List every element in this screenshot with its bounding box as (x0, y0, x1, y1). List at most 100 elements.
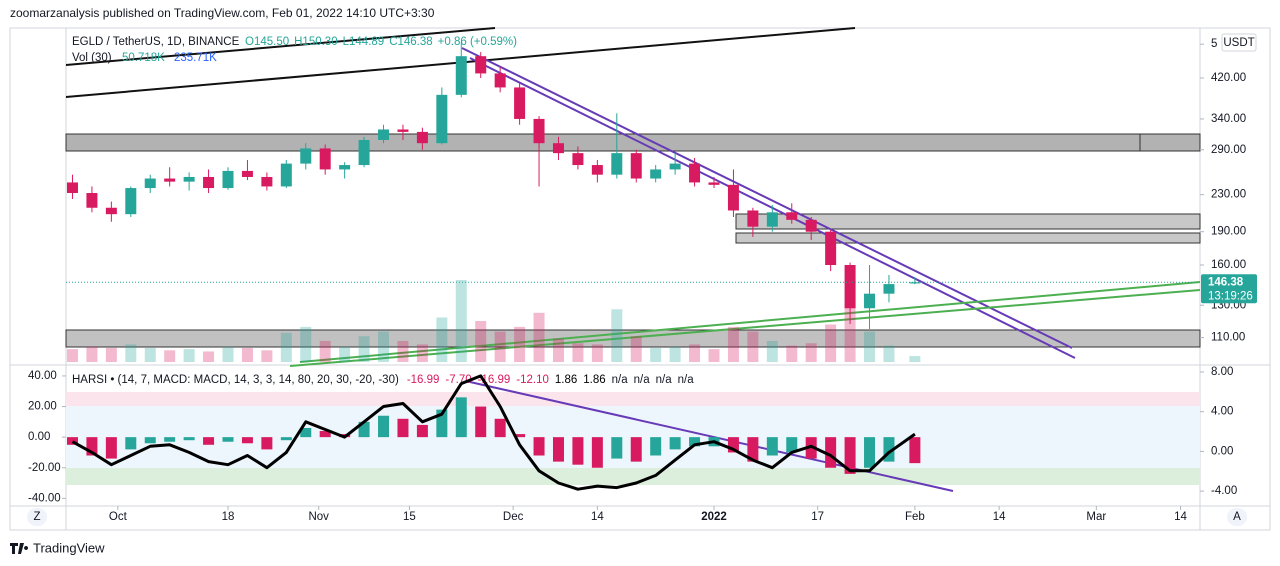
volume-value: 50.718K (122, 52, 165, 64)
currency[interactable]: USDT (1223, 37, 1254, 49)
candle-body (591, 165, 603, 175)
footer: TradingView (33, 540, 105, 555)
button-label[interactable]: A (1233, 511, 1241, 523)
candle-body (689, 163, 701, 183)
oscillator-bar (280, 437, 292, 441)
oscillator-value: 1.86 (583, 374, 605, 386)
y-tick-label: 190.00 (1211, 226, 1246, 238)
x-tick-label: Mar (1086, 511, 1106, 523)
x-tick-label: 14 (993, 511, 1006, 523)
candle-body (669, 163, 681, 170)
volume-bar (300, 326, 312, 362)
oscillator-value: n/a (656, 374, 673, 386)
trendline (469, 381, 954, 492)
oscillator-bar (66, 437, 78, 445)
candle-body (650, 169, 662, 179)
volume-bar (708, 349, 720, 362)
oscillator-bar (533, 437, 545, 456)
last-price-badge (1201, 274, 1257, 304)
button[interactable] (1227, 508, 1247, 526)
candle-body (378, 129, 390, 140)
candle-body (397, 129, 409, 132)
oscillator-line (71, 374, 916, 491)
volume-bar (611, 309, 623, 362)
oscillator-bar (572, 437, 584, 465)
candle-body (844, 265, 856, 309)
volume-bar (825, 324, 837, 362)
candle-body (611, 153, 623, 175)
ohlc-value: L144.89 (343, 36, 385, 48)
candle-body (883, 284, 895, 294)
volume-title: Vol (30) (72, 52, 112, 64)
oscillator-bar (514, 434, 526, 438)
x-tick-label: 15 (403, 511, 416, 523)
oscillator-bar (552, 437, 564, 462)
candle-body (183, 176, 195, 182)
candle-body (280, 163, 292, 187)
candle-body (319, 148, 331, 170)
volume-bar (261, 350, 273, 362)
button[interactable] (27, 508, 47, 526)
trendline (65, 27, 496, 66)
last-price: 146.38 (1208, 276, 1244, 288)
candle-body (909, 282, 921, 284)
candle-body (572, 153, 584, 166)
candle-body (164, 178, 176, 182)
oscillator-bar (727, 437, 739, 453)
volume-bar (280, 332, 292, 362)
volume-bar (909, 356, 921, 362)
y-tick-label: 160.00 (1211, 259, 1246, 271)
volume-bar (766, 340, 778, 362)
y-tick-label: 40.00 (28, 370, 57, 382)
y2-tick-label: 4.00 (1211, 406, 1233, 418)
volume-bar (864, 331, 876, 362)
volume-bar (591, 344, 603, 362)
oscillator-bar (319, 431, 331, 438)
zone (65, 329, 1201, 348)
volume-bar (86, 346, 98, 362)
oscillator-bar (864, 437, 876, 468)
zone (65, 133, 1201, 152)
currency-badge[interactable] (1221, 33, 1257, 52)
y-tick-label: 420.00 (1211, 72, 1246, 84)
oscillator-bar (358, 421, 370, 438)
oscillator-bar (261, 437, 273, 450)
x-tick-label: 2022 (701, 511, 727, 523)
candle-body (475, 56, 487, 74)
logo (10, 543, 29, 554)
candle-body (825, 231, 837, 266)
oscillator-bar (591, 437, 603, 468)
volume-bar (397, 340, 409, 362)
oscillator-bar (475, 406, 487, 438)
oscillator-bar (105, 437, 117, 459)
x-tick-label: Oct (109, 511, 128, 523)
volume-bar (514, 326, 526, 362)
y-tick-label: -40.00 (28, 492, 61, 504)
candle-body (86, 193, 98, 208)
volume-bar (358, 336, 370, 362)
oscillator-bar (689, 437, 701, 447)
oscillator-value: n/a (612, 374, 629, 386)
candle-body (805, 219, 817, 232)
zone (735, 213, 1201, 230)
ohlc-legend: O145.50 H150.30 L144.89 C146.38 +0.86 (+0.59… (245, 36, 517, 48)
candle-body (864, 293, 876, 309)
button-label[interactable]: Z (33, 511, 40, 523)
candle-body (727, 184, 739, 211)
oscillator-bar (455, 397, 467, 438)
candle-body (203, 176, 215, 189)
oscillator-bar (909, 437, 921, 464)
ohlc-value: +0.86 (+0.59%) (438, 36, 517, 48)
volume-bar (883, 345, 895, 362)
oscillator-bar (669, 437, 681, 450)
drawings (65, 27, 1201, 492)
volume-bar (436, 317, 448, 362)
x-tick-label: 18 (222, 511, 235, 523)
oscillator-value: n/a (634, 374, 651, 386)
oscillator-bar (611, 437, 623, 459)
x-tick-label: 17 (811, 511, 824, 523)
ohlc-value: O145.50 (245, 36, 289, 48)
oscillator-bar (766, 437, 778, 456)
oscillator-bar (436, 409, 448, 438)
